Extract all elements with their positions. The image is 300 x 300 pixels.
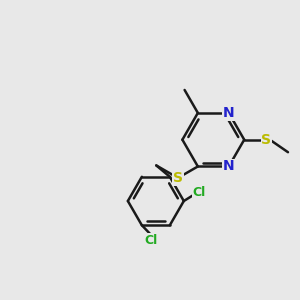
Text: N: N: [223, 106, 235, 120]
Text: Cl: Cl: [193, 186, 206, 199]
Text: S: S: [261, 133, 271, 147]
Text: S: S: [173, 171, 183, 185]
Text: N: N: [223, 160, 235, 173]
Text: Cl: Cl: [144, 234, 157, 247]
